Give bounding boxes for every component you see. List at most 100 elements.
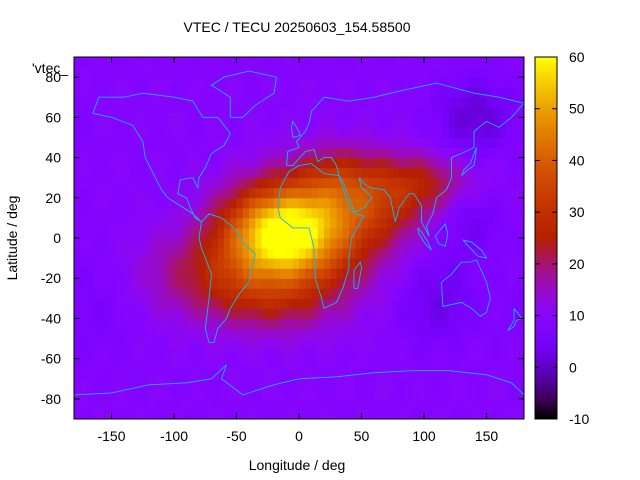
heatmap-cell — [317, 358, 325, 370]
heatmap-cell — [411, 378, 419, 390]
heatmap-cell — [480, 227, 487, 239]
heatmap-cell — [374, 217, 381, 229]
heatmap-cell — [299, 217, 306, 229]
heatmap-cell — [274, 187, 281, 199]
heatmap-cell — [242, 298, 250, 309]
heatmap-cell — [292, 157, 300, 169]
heatmap-cell — [486, 388, 494, 400]
heatmap-cell — [111, 408, 119, 420]
heatmap-cell — [324, 227, 331, 239]
heatmap-cell — [374, 87, 381, 98]
heatmap-cell — [342, 107, 350, 118]
heatmap-cell — [111, 298, 119, 309]
heatmap-cell — [267, 388, 275, 400]
heatmap-cell — [192, 328, 200, 340]
heatmap-cell — [511, 107, 519, 118]
heatmap-cell — [324, 288, 331, 299]
heatmap-cell — [436, 288, 444, 299]
heatmap-cell — [505, 358, 512, 370]
heatmap-cell — [280, 318, 287, 329]
heatmap-cell — [292, 197, 300, 209]
heatmap-cell — [392, 328, 400, 340]
heatmap-cell — [149, 157, 156, 169]
heatmap-cell — [417, 187, 425, 199]
heatmap-cell — [92, 227, 100, 239]
heatmap-cell — [511, 67, 519, 78]
heatmap-cell — [142, 107, 150, 118]
heatmap-cell — [74, 378, 81, 390]
heatmap-cell — [274, 288, 281, 299]
heatmap-cell — [99, 177, 106, 189]
heatmap-cell — [355, 358, 362, 370]
heatmap-cell — [199, 217, 206, 229]
heatmap-cell — [405, 258, 412, 269]
heatmap-cell — [517, 278, 525, 289]
heatmap-cell — [324, 127, 331, 138]
heatmap-cell — [336, 388, 344, 400]
heatmap-cell — [92, 338, 100, 350]
heatmap-cell — [380, 87, 387, 98]
heatmap-cell — [167, 238, 175, 249]
heatmap-cell — [124, 238, 131, 249]
heatmap-cell — [192, 258, 200, 269]
heatmap-cell — [461, 378, 469, 390]
heatmap-cell — [455, 157, 462, 169]
heatmap-cell — [511, 248, 519, 259]
heatmap-cell — [274, 328, 281, 340]
heatmap-cell — [124, 77, 131, 88]
heatmap-cell — [286, 288, 294, 299]
heatmap-cell — [455, 207, 462, 219]
heatmap-cell — [492, 97, 500, 108]
heatmap-cell — [136, 408, 144, 420]
coastline-africa — [277, 163, 365, 310]
heatmap-cell — [517, 268, 525, 279]
heatmap-cell — [411, 147, 419, 159]
heatmap-cell — [92, 348, 100, 360]
heatmap-cell — [192, 167, 200, 179]
heatmap-cell — [436, 97, 444, 108]
heatmap-cell — [380, 378, 387, 390]
heatmap-cell — [480, 67, 487, 78]
heatmap-cell — [117, 107, 125, 118]
heatmap-cell — [155, 288, 162, 299]
heatmap-cell — [217, 358, 225, 370]
heatmap-cell — [317, 378, 325, 390]
heatmap-cell — [111, 217, 119, 229]
heatmap-cell — [424, 258, 431, 269]
heatmap-cell — [111, 238, 119, 249]
heatmap-cell — [317, 388, 325, 400]
heatmap-cell — [105, 167, 112, 179]
heatmap-cell — [399, 278, 406, 289]
heatmap-cell — [74, 77, 81, 88]
heatmap-cell — [411, 388, 419, 400]
heatmap-cell — [449, 328, 456, 340]
heatmap-cell — [261, 147, 269, 159]
heatmap-cell — [449, 197, 456, 209]
heatmap-cell — [199, 227, 206, 239]
heatmap-cell — [461, 67, 469, 78]
heatmap-cell — [149, 348, 156, 360]
heatmap-cell — [399, 77, 406, 88]
heatmap-cell — [374, 308, 381, 319]
heatmap-cell — [286, 77, 294, 88]
heatmap-cell — [205, 167, 212, 179]
heatmap-cell — [436, 348, 444, 360]
heatmap-cell — [305, 398, 312, 410]
heatmap-cell — [492, 137, 500, 148]
heatmap-cell — [186, 318, 194, 329]
heatmap-cell — [299, 157, 306, 169]
heatmap-cell — [355, 147, 362, 159]
heatmap-cell — [299, 67, 306, 78]
heatmap-cell — [292, 298, 300, 309]
heatmap-cell — [236, 268, 244, 279]
heatmap-cell — [174, 127, 181, 138]
heatmap-cell — [374, 137, 381, 148]
heatmap-cell — [311, 157, 319, 169]
heatmap-cell — [517, 368, 525, 380]
heatmap-cell — [374, 398, 381, 410]
heatmap-cell — [86, 217, 94, 229]
heatmap-cell — [361, 207, 369, 219]
heatmap-cell — [217, 87, 225, 98]
heatmap-cell — [236, 388, 244, 400]
heatmap-cell — [367, 207, 375, 219]
